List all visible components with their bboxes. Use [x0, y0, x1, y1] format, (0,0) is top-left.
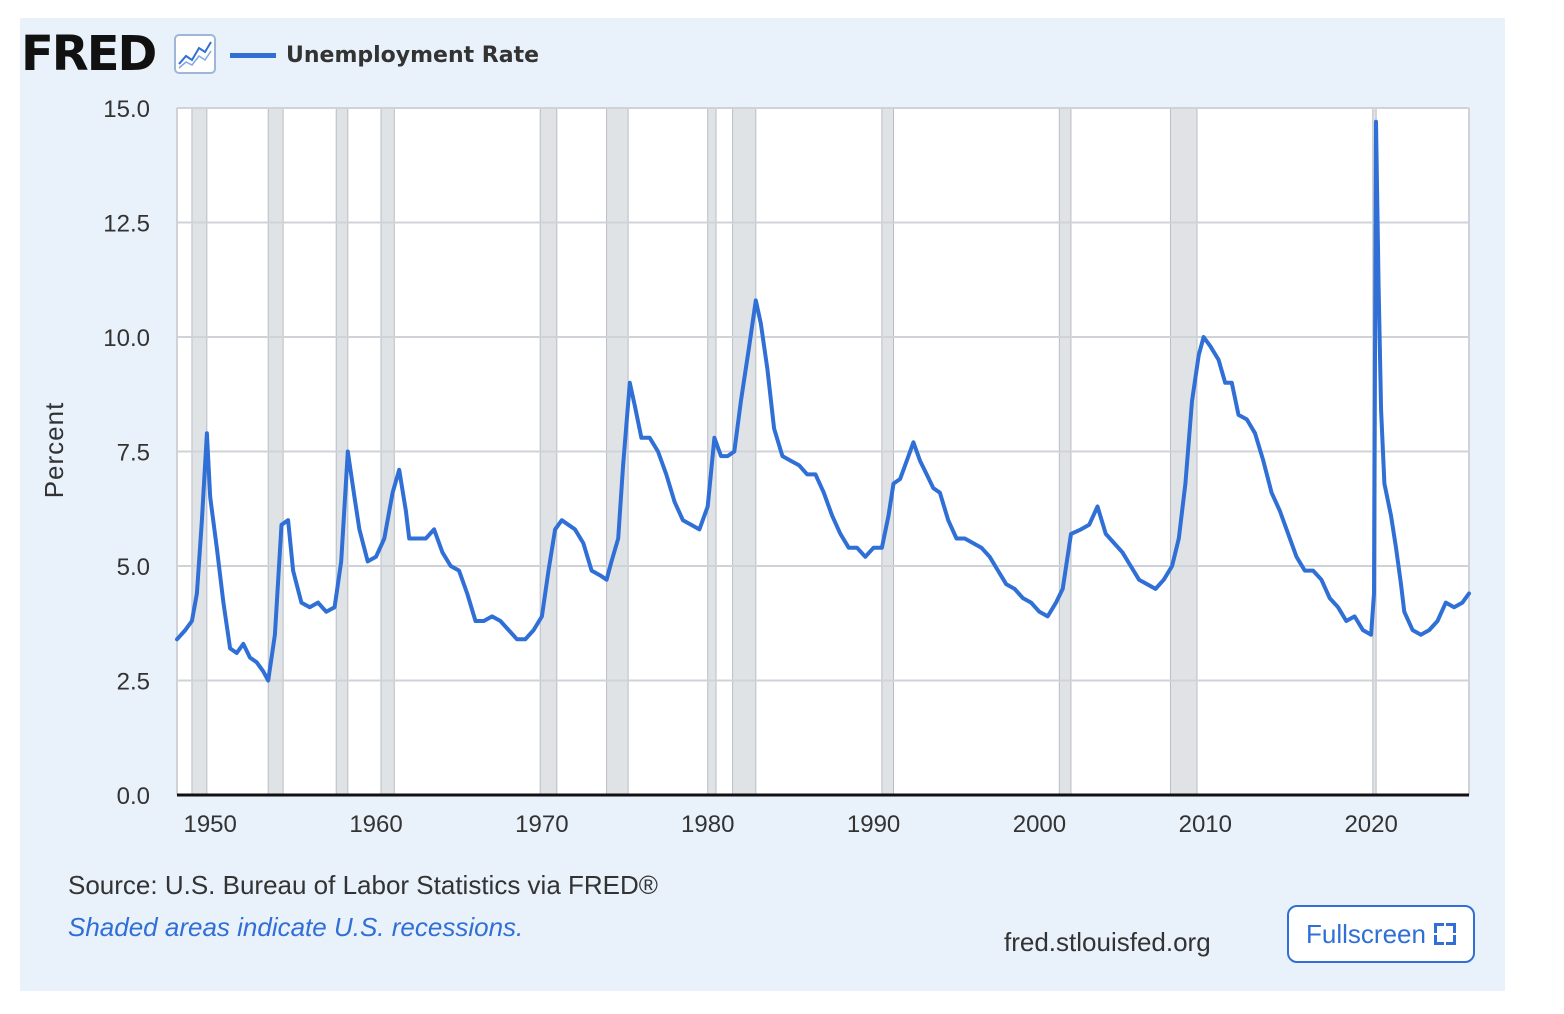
y-tick-label: 15.0 [103, 96, 150, 123]
legend: Unemployment Rate [230, 40, 539, 70]
y-tick-label: 7.5 [117, 440, 150, 467]
x-tick-label: 1980 [681, 811, 734, 838]
series-line [175, 119, 1471, 683]
legend-swatch [230, 52, 276, 58]
x-tick-label: 1960 [349, 811, 402, 838]
x-tick-label: 2000 [1013, 811, 1066, 838]
fred-logo[interactable]: FRED [21, 26, 157, 82]
site-url[interactable]: fred.stlouisfed.org [1004, 927, 1211, 957]
y-tick-label: 2.5 [117, 669, 150, 696]
y-tick-label: 5.0 [117, 554, 150, 581]
line-chart-icon [174, 34, 216, 74]
x-tick-label: 2010 [1179, 811, 1232, 838]
y-tick-label: 10.0 [103, 325, 150, 352]
y-tick-label: 0.0 [117, 783, 150, 810]
x-tick-label: 1970 [515, 811, 568, 838]
series-layer [175, 119, 1471, 683]
legend-label: Unemployment Rate [286, 42, 540, 68]
fullscreen-icon [1433, 923, 1456, 945]
fullscreen-button[interactable]: Fullscreen [1287, 905, 1475, 963]
recession-note: Shaded areas indicate U.S. recessions. [68, 912, 524, 942]
y-tick-label: 12.5 [103, 211, 150, 238]
fullscreen-label: Fullscreen [1306, 918, 1426, 949]
grid-lines [176, 107, 1470, 795]
x-tick-label: 1990 [847, 811, 900, 838]
y-axis-label: Percent [39, 402, 69, 499]
x-tick-label: 1950 [183, 811, 236, 838]
x-tick-label: 2020 [1344, 811, 1397, 838]
y-axis: 0.0 2.5 5.0 7.5 10.0 12.5 15.0 [103, 96, 150, 810]
x-axis: 1950 1960 1970 1980 1990 2000 2010 2020 [177, 793, 1469, 838]
source-note: Source: U.S. Bureau of Labor Statistics … [68, 870, 658, 900]
